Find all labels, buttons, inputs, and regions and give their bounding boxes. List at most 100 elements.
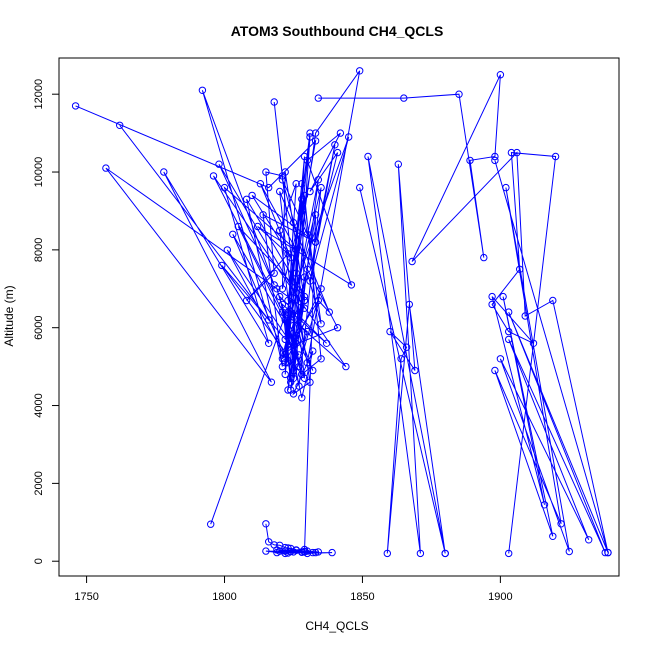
data-point bbox=[507, 148, 516, 157]
data-point bbox=[278, 172, 287, 180]
data-point bbox=[317, 285, 325, 293]
x-tick-label: 1800 bbox=[212, 591, 236, 603]
data-point bbox=[491, 366, 499, 375]
data-point bbox=[287, 374, 295, 382]
data-point bbox=[303, 156, 311, 165]
data-point bbox=[317, 183, 325, 192]
data-point bbox=[325, 308, 333, 316]
data-point bbox=[262, 168, 270, 176]
data-point bbox=[529, 339, 538, 347]
data-point bbox=[300, 374, 309, 382]
data-point bbox=[309, 366, 317, 375]
data-point bbox=[416, 549, 425, 558]
data-point bbox=[292, 246, 300, 254]
data-point bbox=[300, 191, 309, 200]
data-point bbox=[289, 390, 298, 398]
data-point bbox=[364, 152, 372, 161]
data-point bbox=[347, 281, 356, 289]
data-point bbox=[499, 292, 507, 301]
data-point bbox=[306, 133, 314, 141]
data-point bbox=[265, 183, 273, 192]
data-point bbox=[270, 541, 278, 549]
data-point bbox=[220, 183, 229, 192]
data-point bbox=[265, 538, 273, 546]
data-point bbox=[300, 545, 309, 554]
data-point bbox=[298, 394, 306, 402]
data-point bbox=[441, 549, 449, 558]
data-point bbox=[317, 320, 325, 328]
data-point bbox=[549, 532, 557, 540]
data-point bbox=[281, 370, 289, 379]
x-tick-label: 1900 bbox=[488, 591, 512, 603]
data-point bbox=[488, 292, 496, 301]
y-tick-label: 4000 bbox=[33, 393, 45, 417]
data-point bbox=[557, 520, 565, 528]
series-line bbox=[359, 156, 446, 554]
data-point bbox=[405, 300, 413, 309]
data-point bbox=[311, 137, 320, 145]
data-point bbox=[229, 230, 237, 239]
data-series bbox=[314, 71, 612, 558]
data-point bbox=[284, 343, 292, 351]
data-point bbox=[480, 253, 488, 262]
data-point bbox=[278, 362, 287, 371]
data-point bbox=[491, 152, 499, 161]
data-point bbox=[331, 141, 339, 149]
data-point bbox=[270, 98, 278, 106]
data-point bbox=[295, 351, 303, 359]
data-point bbox=[303, 327, 311, 336]
data-point bbox=[253, 222, 262, 231]
y-tick-label: 8000 bbox=[33, 238, 45, 262]
data-point bbox=[223, 246, 232, 254]
data-point bbox=[276, 187, 284, 196]
x-tick-label: 1850 bbox=[350, 591, 374, 603]
y-tick-label: 0 bbox=[33, 558, 45, 564]
series-line bbox=[105, 90, 353, 525]
data-series bbox=[356, 152, 449, 558]
data-point bbox=[102, 164, 110, 172]
data-point bbox=[267, 378, 276, 386]
chart-title: ATOM3 Southbound CH4_QCLS bbox=[231, 23, 444, 39]
data-point bbox=[303, 359, 311, 367]
data-point bbox=[160, 168, 168, 176]
data-point bbox=[298, 180, 306, 188]
data-point bbox=[513, 148, 521, 157]
data-point bbox=[505, 549, 513, 558]
data-point bbox=[394, 160, 402, 168]
data-point bbox=[71, 102, 80, 110]
data-point bbox=[505, 327, 513, 336]
data-point bbox=[601, 548, 609, 557]
data-point bbox=[397, 355, 405, 363]
data-point bbox=[259, 211, 267, 219]
series-line bbox=[318, 74, 609, 554]
data-point bbox=[336, 129, 345, 137]
data-point bbox=[256, 180, 265, 188]
data-point bbox=[306, 378, 314, 386]
y-tick-label: 6000 bbox=[33, 315, 45, 339]
y-tick-label: 10000 bbox=[33, 157, 45, 188]
y-axis: 0 2000 4000 6000 8000 10000 12000 bbox=[33, 79, 59, 564]
data-point bbox=[491, 156, 499, 165]
data-point bbox=[284, 250, 292, 258]
y-tick-label: 12000 bbox=[33, 79, 45, 110]
data-point bbox=[295, 316, 303, 324]
data-point bbox=[309, 548, 317, 557]
data-point bbox=[505, 335, 513, 344]
data-point bbox=[306, 187, 314, 196]
data-point bbox=[287, 378, 295, 386]
data-point bbox=[262, 520, 270, 528]
data-point bbox=[289, 366, 298, 375]
data-point bbox=[198, 86, 207, 95]
data-point bbox=[496, 355, 505, 363]
plot-frame bbox=[58, 57, 620, 577]
data-point bbox=[300, 273, 309, 281]
data-point bbox=[234, 222, 243, 231]
y-axis-label: Altitude (m) bbox=[2, 285, 16, 346]
x-axis-label: CH4_QCLS bbox=[305, 619, 368, 633]
data-point bbox=[284, 308, 292, 316]
data-point bbox=[314, 94, 322, 102]
x-tick-label: 1750 bbox=[74, 591, 98, 603]
data-point bbox=[207, 520, 215, 528]
data-point bbox=[466, 156, 474, 165]
